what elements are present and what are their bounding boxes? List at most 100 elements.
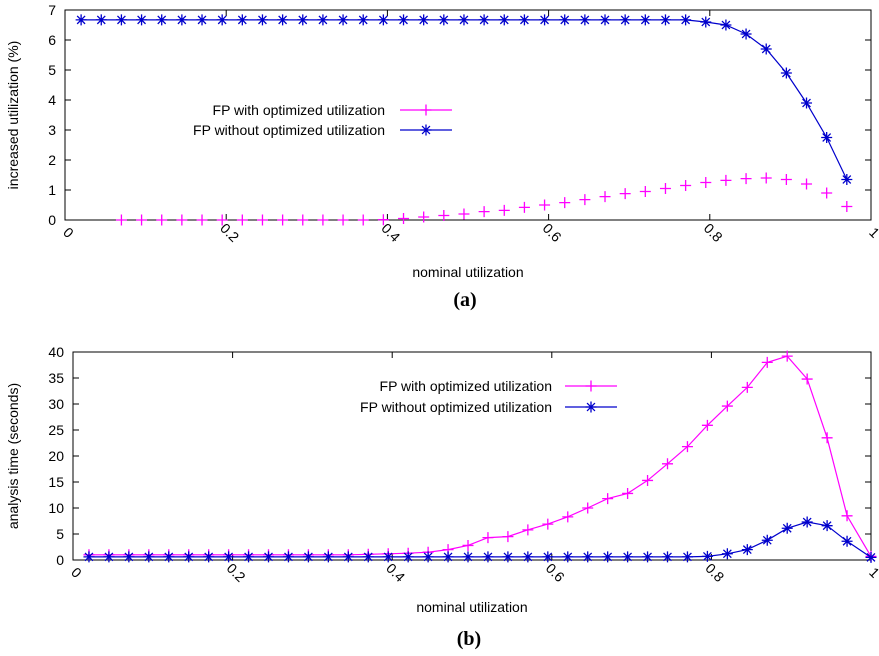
plus-marker: [277, 214, 289, 226]
star-marker: [821, 520, 833, 532]
plus-marker: [559, 197, 571, 209]
star-marker: [585, 401, 597, 413]
star-marker: [659, 14, 671, 26]
star-marker: [337, 14, 349, 26]
series-line: [81, 19, 848, 180]
star-marker: [438, 14, 450, 26]
plus-marker: [760, 172, 772, 184]
y-tick-label: 0: [56, 552, 64, 568]
star-marker: [277, 14, 289, 26]
star-marker: [216, 14, 228, 26]
plus-marker: [377, 214, 389, 226]
plus-marker: [562, 511, 574, 523]
plus-marker: [801, 373, 813, 385]
star-marker: [357, 14, 369, 26]
x-tick-label: 1: [866, 224, 879, 241]
plus-marker: [136, 214, 148, 226]
star-marker: [75, 14, 87, 26]
star-marker: [282, 551, 294, 563]
y-tick-label: 3: [48, 122, 56, 138]
plus-marker: [458, 208, 470, 220]
plot-frame: [64, 9, 872, 221]
plus-marker: [740, 173, 752, 185]
star-marker: [136, 14, 148, 26]
x-tick-label: 0.2: [217, 220, 242, 245]
y-tick-label: 4: [48, 92, 56, 108]
star-marker: [518, 14, 530, 26]
star-marker: [322, 551, 334, 563]
star-marker: [502, 551, 514, 563]
y-tick-label: 5: [48, 62, 56, 78]
plus-marker: [478, 206, 490, 218]
star-marker: [263, 551, 275, 563]
plus-marker: [176, 214, 188, 226]
x-tick-label: 0.6: [540, 220, 565, 245]
x-axis-label: nominal utilization: [412, 264, 523, 280]
plus-marker: [216, 214, 228, 226]
plus-marker: [659, 183, 671, 194]
series-star: [83, 516, 877, 563]
y-tick-label: 20: [48, 448, 64, 464]
star-marker: [700, 16, 712, 28]
chart-panel-b: 0 5 10 15 20 25 30 35 40 0 0.2 0.4 0.6 0.8 1 nominal ut…: [5, 344, 879, 650]
star-marker: [619, 14, 631, 26]
star-marker: [559, 14, 571, 26]
plus-marker: [721, 400, 733, 412]
star-marker: [582, 551, 594, 563]
plus-marker: [821, 187, 833, 199]
star-marker: [103, 551, 115, 563]
chart-panel-a: 0 1 2 3 4 5 6 7 0 0.2 0.4 0.6 0.8 1 nominal utilizatio…: [5, 2, 879, 311]
star-marker: [398, 14, 410, 26]
plus-marker: [579, 194, 591, 206]
series-line: [89, 521, 872, 558]
plus-marker: [622, 487, 634, 499]
star-marker: [865, 551, 877, 563]
y-tick-label: 5: [56, 526, 64, 542]
plus-marker: [801, 178, 813, 190]
star-marker: [642, 551, 654, 563]
star-marker: [123, 551, 135, 563]
y-tick-label: 35: [48, 370, 64, 386]
star-marker: [223, 551, 235, 563]
star-marker: [498, 14, 510, 26]
star-marker: [720, 19, 732, 31]
plus-marker: [420, 104, 432, 116]
star-marker: [420, 124, 432, 136]
plus-marker: [156, 214, 168, 226]
plus-marker: [398, 213, 410, 224]
x-tick-label: 0.8: [701, 220, 726, 245]
star-marker: [422, 551, 434, 563]
star-marker: [841, 535, 853, 547]
panel-caption: (b): [457, 628, 481, 650]
star-marker: [821, 132, 833, 143]
plus-marker: [720, 174, 732, 186]
star-marker: [297, 14, 309, 26]
star-marker: [243, 551, 255, 563]
plus-marker: [841, 510, 853, 522]
legend-label: FP with optimized utilization: [380, 378, 552, 394]
star-marker: [143, 551, 155, 563]
x-tick-label: 0.6: [543, 560, 568, 585]
y-tick-label: 0: [48, 212, 56, 228]
star-marker: [721, 548, 733, 560]
plus-marker: [196, 214, 208, 226]
star-marker: [362, 551, 374, 563]
star-marker: [156, 14, 168, 26]
plus-marker: [781, 350, 793, 362]
y-axis-label: analysis time (seconds): [5, 383, 21, 529]
x-tick-label: 0.4: [383, 560, 408, 585]
star-marker: [342, 551, 354, 563]
star-marker: [482, 551, 494, 563]
plus-marker: [297, 214, 309, 226]
plus-marker: [542, 518, 554, 530]
y-tick-label: 15: [48, 474, 64, 490]
star-marker: [176, 14, 188, 26]
plus-marker: [701, 419, 713, 431]
plus-marker: [582, 502, 594, 514]
plus-marker: [642, 474, 654, 486]
plus-marker: [585, 380, 597, 392]
star-marker: [522, 551, 534, 563]
plus-marker: [619, 188, 631, 200]
star-marker: [539, 14, 551, 26]
star-marker: [302, 551, 314, 563]
